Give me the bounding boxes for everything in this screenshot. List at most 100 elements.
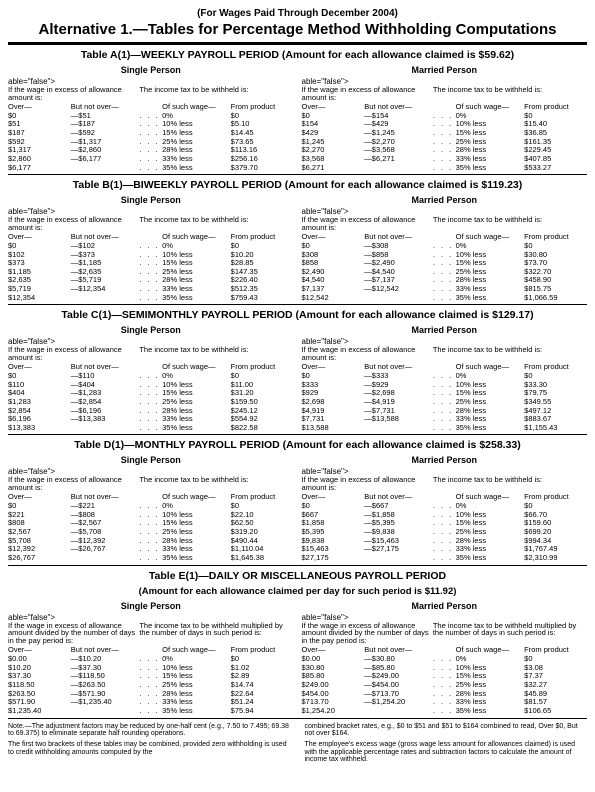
table-rule bbox=[8, 565, 587, 566]
cell-notover: —$1,235.40 bbox=[71, 698, 140, 707]
col-pct: Of such wage— bbox=[162, 492, 231, 501]
cell-notover: —$12,542 bbox=[364, 285, 433, 294]
cell-notover bbox=[364, 164, 433, 173]
cell-dots: . . . bbox=[139, 407, 162, 416]
col-over: Over— bbox=[8, 362, 71, 371]
cell-notover bbox=[364, 554, 433, 563]
col-pct: Of such wage— bbox=[456, 232, 525, 241]
bracket-row: $13,588. . .35% less$1,155.43 bbox=[302, 424, 588, 433]
cell-dots: . . . bbox=[139, 242, 162, 251]
cell-pct: 35% less bbox=[456, 424, 525, 433]
col-prod: From product bbox=[524, 232, 587, 241]
table-rule bbox=[8, 434, 587, 435]
cell-dots: . . . bbox=[139, 664, 162, 673]
cell-dots: . . . bbox=[433, 407, 456, 416]
col-prod: From product bbox=[231, 232, 294, 241]
head-left: If the wage in excess of allowance amoun… bbox=[302, 622, 433, 646]
single-col: Single Personable="false">If the wage in… bbox=[8, 195, 294, 302]
head-left: If the wage in excess of allowance amoun… bbox=[8, 346, 139, 362]
cell-pct: 35% less bbox=[162, 424, 231, 433]
cell-dots: . . . bbox=[433, 381, 456, 390]
head-left: If the wage in excess of allowance amoun… bbox=[8, 216, 139, 232]
col-notover: But not over— bbox=[71, 645, 140, 654]
cell-dots: . . . bbox=[139, 138, 162, 147]
cell-over: $13,588 bbox=[302, 424, 365, 433]
subheader-row: Over—But not over—Of such wage—From prod… bbox=[8, 492, 294, 501]
footnote-l1: Note.—The adjustment factors may be redu… bbox=[8, 723, 291, 738]
head-right: The income tax to be withheld is: bbox=[139, 346, 293, 362]
married-col: Married Personable="false">If the wage i… bbox=[302, 325, 588, 432]
cell-prod: $533.27 bbox=[524, 164, 587, 173]
col-heads: If the wage in excess of allowance amoun… bbox=[8, 86, 294, 102]
col-pct: Of such wage— bbox=[162, 645, 231, 654]
cell-dots: . . . bbox=[433, 424, 456, 433]
cell-notover: —$13,383 bbox=[71, 415, 140, 424]
cell-dots: . . . bbox=[433, 398, 456, 407]
cell-over: $26,767 bbox=[8, 554, 71, 563]
cell-dots: . . . bbox=[433, 554, 456, 563]
cell-dots: . . . bbox=[433, 259, 456, 268]
bracket-row: $10.20—$37.30. . .10% less$1.02 bbox=[8, 664, 294, 673]
cell-dots: . . . bbox=[433, 112, 456, 121]
cell-dots: . . . bbox=[433, 655, 456, 664]
col-pct: Of such wage— bbox=[456, 102, 525, 111]
cell-notover: —$12,354 bbox=[71, 285, 140, 294]
col-over: Over— bbox=[8, 102, 71, 111]
cell-dots: . . . bbox=[139, 389, 162, 398]
col-prod: From product bbox=[524, 492, 587, 501]
head-right: The income tax to be withheld is: bbox=[139, 86, 293, 102]
cell-dots: . . . bbox=[139, 164, 162, 173]
cell-dots: . . . bbox=[433, 146, 456, 155]
cell-dots: . . . bbox=[139, 511, 162, 520]
col-heads: If the wage in excess of allowance amoun… bbox=[8, 476, 294, 492]
status-single: Single Person bbox=[8, 195, 294, 205]
cell-over: $27,175 bbox=[302, 554, 365, 563]
status-single: Single Person bbox=[8, 601, 294, 611]
status-single: Single Person bbox=[8, 65, 294, 75]
cell-dots: . . . bbox=[139, 655, 162, 664]
col-over: Over— bbox=[302, 232, 365, 241]
col-prod: From product bbox=[231, 645, 294, 654]
cell-notover: —$13,588 bbox=[364, 415, 433, 424]
cell-dots: . . . bbox=[139, 537, 162, 546]
cell-over: $13,383 bbox=[8, 424, 71, 433]
col-pct: Of such wage— bbox=[456, 645, 525, 654]
col-notover: But not over— bbox=[364, 362, 433, 371]
cell-dots: . . . bbox=[139, 707, 162, 716]
head-right: The income tax to be withheld is: bbox=[139, 476, 293, 492]
cell-dots: . . . bbox=[139, 502, 162, 511]
head-right: The income tax to be withheld multiplied… bbox=[433, 622, 587, 646]
table-title: Table A(1)—WEEKLY PAYROLL PERIOD (Amount… bbox=[8, 49, 587, 61]
cell-notover bbox=[364, 707, 433, 716]
cell-dots: . . . bbox=[139, 251, 162, 260]
head-right: The income tax to be withheld is: bbox=[433, 476, 587, 492]
head-right: The income tax to be withheld is: bbox=[433, 216, 587, 232]
col-over: Over— bbox=[8, 492, 71, 501]
bracket-row: $26,767. . .35% less$1,645.38 bbox=[8, 554, 294, 563]
head-right: The income tax to be withheld is: bbox=[433, 86, 587, 102]
col-heads: If the wage in excess of allowance amoun… bbox=[8, 346, 294, 362]
cell-prod: $75.94 bbox=[231, 707, 294, 716]
head-left: If the wage in excess of allowance amoun… bbox=[302, 216, 433, 232]
period-wrap: Single Personable="false">If the wage in… bbox=[8, 195, 587, 302]
cell-dots: . . . bbox=[139, 285, 162, 294]
period-wrap: Single Personable="false">If the wage in… bbox=[8, 325, 587, 432]
cell-dots: . . . bbox=[139, 545, 162, 554]
cell-pct: 35% less bbox=[456, 294, 525, 303]
cell-dots: . . . bbox=[433, 690, 456, 699]
cell-dots: . . . bbox=[433, 519, 456, 528]
footnotes: Note.—The adjustment factors may be redu… bbox=[8, 723, 587, 764]
cell-dots: . . . bbox=[139, 129, 162, 138]
status-married: Married Person bbox=[302, 195, 588, 205]
col-over: Over— bbox=[8, 645, 71, 654]
col-notover: But not over— bbox=[71, 362, 140, 371]
cell-pct: 35% less bbox=[162, 164, 231, 173]
rule-bottom bbox=[8, 718, 587, 719]
col-pct: Of such wage— bbox=[456, 362, 525, 371]
cell-prod: $822.58 bbox=[231, 424, 294, 433]
single-col: Single Personable="false">If the wage in… bbox=[8, 325, 294, 432]
head-left: If the wage in excess of allowance amoun… bbox=[302, 86, 433, 102]
cell-notover bbox=[71, 554, 140, 563]
single-col: Single Personable="false">If the wage in… bbox=[8, 455, 294, 562]
cell-pct: 35% less bbox=[162, 554, 231, 563]
